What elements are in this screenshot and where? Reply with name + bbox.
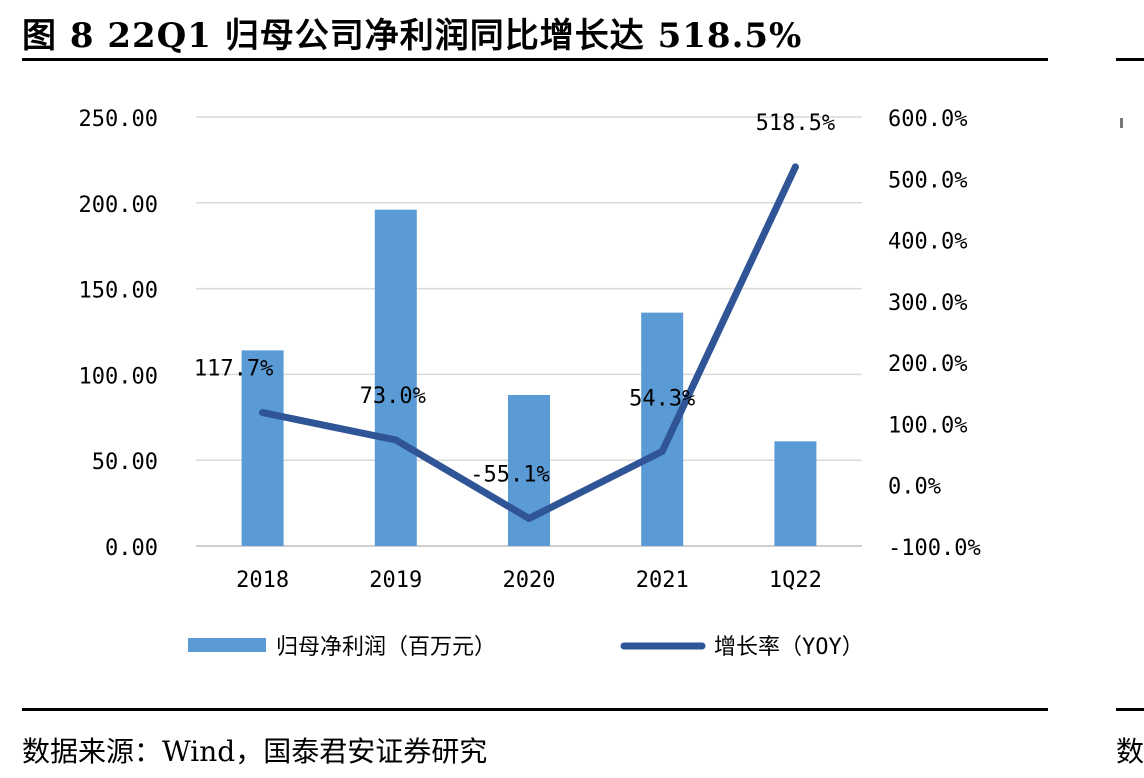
growth-point-2020 — [525, 514, 533, 522]
bar-2018 — [241, 350, 284, 546]
y-right-tick-label: 600.0% — [888, 107, 967, 132]
y-left-tick-label: 250.00 — [79, 107, 158, 132]
x-tick-label: 1Q22 — [769, 568, 822, 593]
y-right-tick-label: 300.0% — [888, 291, 967, 316]
chart: 117.7% 73.0% -55.1% 54.3% 518.5% 0.00 50.00 10… — [79, 107, 981, 660]
growth-point-1Q22 — [791, 163, 799, 171]
bar-series — [241, 209, 817, 546]
source-note: 数据来源：Wind，国泰君安证券研究 — [22, 735, 488, 768]
growth-point-2019 — [392, 436, 400, 444]
y-right-tick-label: 500.0% — [888, 168, 967, 193]
data-labels: 117.7% 73.0% -55.1% 54.3% 518.5% — [194, 111, 835, 488]
x-tick-label: 2020 — [503, 568, 556, 593]
legend-label-growth-rate: 增长率（YOY） — [714, 635, 864, 660]
next-panel-title-rule — [1116, 58, 1144, 61]
y-right-tick-label: 200.0% — [888, 352, 967, 377]
legend-label-net-profit: 归母净利润（百万元） — [276, 635, 496, 660]
figure-title: 图 8 22Q1 归母公司净利润同比增长达 518.5% — [22, 16, 803, 56]
title-rule — [22, 58, 1048, 61]
growth-point-2021 — [658, 447, 666, 455]
source-rule — [22, 708, 1048, 711]
growth-data-label: 54.3% — [629, 386, 695, 411]
next-panel-fragment-mark — [1120, 118, 1123, 128]
growth-point-2018 — [259, 409, 267, 417]
bar-2019 — [374, 209, 417, 546]
legend: 归母净利润（百万元） 增长率（YOY） — [188, 635, 864, 660]
growth-data-label: 518.5% — [756, 111, 835, 136]
axes: 0.00 50.00 100.00 150.00 200.00 250.00 -100.0%… — [79, 107, 981, 593]
x-tick-label: 2019 — [369, 568, 422, 593]
y-right-tick-label: 100.0% — [888, 413, 967, 438]
growth-data-label: 117.7% — [194, 357, 273, 382]
legend-swatch-net-profit — [188, 638, 266, 652]
next-panel-fragment: 数 — [1116, 735, 1144, 768]
y-left-tick-label: 150.00 — [79, 279, 158, 304]
y-left-tick-label: 50.00 — [92, 450, 158, 475]
bar-1Q22 — [774, 441, 817, 546]
next-panel-source-rule — [1116, 708, 1144, 711]
x-tick-label: 2021 — [636, 568, 689, 593]
growth-data-label: 73.0% — [360, 384, 426, 409]
x-tick-label: 2018 — [236, 568, 289, 593]
y-right-tick-label: -100.0% — [888, 536, 981, 561]
y-right-tick-label: 400.0% — [888, 230, 967, 255]
y-left-tick-label: 100.00 — [79, 364, 158, 389]
growth-data-label: -55.1% — [470, 462, 549, 487]
y-right-tick-label: 0.0% — [888, 475, 941, 500]
bar-2021 — [641, 312, 684, 546]
line-series — [259, 163, 799, 522]
y-left-tick-label: 0.00 — [105, 536, 158, 561]
y-left-tick-label: 200.00 — [79, 193, 158, 218]
